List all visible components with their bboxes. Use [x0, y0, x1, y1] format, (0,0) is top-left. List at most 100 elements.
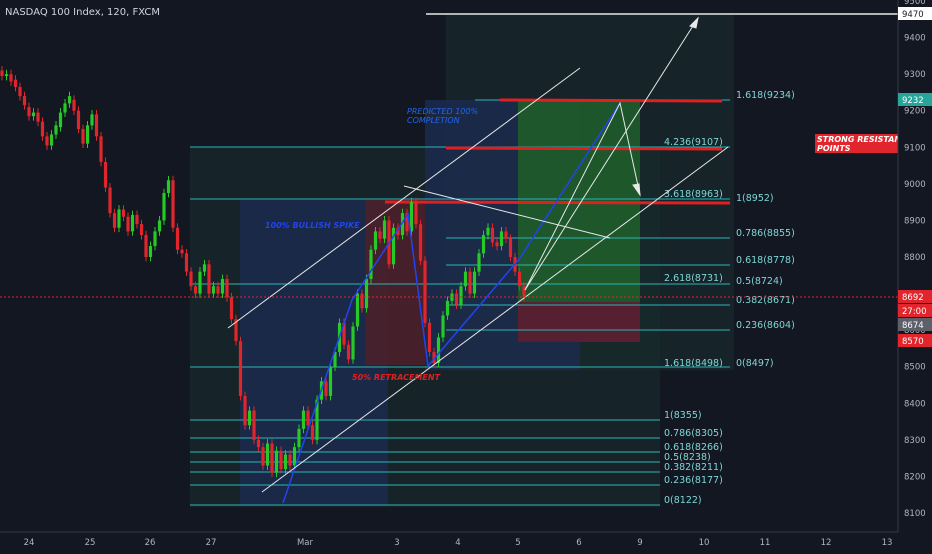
candle-body [45, 136, 49, 146]
candle-body [409, 202, 414, 232]
blue-zone-left [240, 200, 388, 505]
candle-body [351, 326, 355, 360]
candle-body [67, 96, 72, 104]
candle-body [9, 74, 13, 82]
candle-body [121, 209, 126, 217]
candle-body [148, 246, 153, 258]
candle-body [463, 271, 468, 287]
time-tick-label: 24 [24, 538, 35, 548]
candle-body [414, 202, 418, 225]
candle-body [301, 410, 306, 429]
fib-label: 0.786(8305) [664, 428, 723, 439]
price-tick-label: 8500 [904, 363, 926, 373]
candle-body [315, 399, 319, 440]
time-tick-label: 5 [515, 538, 520, 548]
candle-body [175, 227, 180, 250]
fib-label: 1.618(9234) [736, 90, 795, 101]
candle-body [126, 216, 130, 232]
price-badge [898, 318, 932, 331]
candle-body [54, 125, 58, 135]
candle-body [180, 249, 184, 254]
candle-body [283, 454, 288, 470]
candle-body [211, 286, 216, 294]
candle-body [103, 161, 108, 188]
projection-path [524, 101, 641, 291]
candle-body [157, 220, 162, 232]
wedge-upper-line [403, 185, 611, 239]
candlesticks [0, 66, 526, 478]
time-tick-label: Mar [297, 538, 314, 548]
price-axis[interactable]: 8100820083008400850086008700880089009000… [897, 0, 932, 550]
candle-body [355, 293, 360, 327]
candle-body [193, 286, 198, 294]
candle-body [504, 231, 508, 239]
fib-label: 1(8355) [664, 410, 702, 421]
candle-body [360, 293, 364, 309]
candle-body [477, 253, 481, 272]
candle-body [22, 96, 27, 106]
candle-body [481, 235, 486, 254]
candle-body [342, 322, 346, 345]
candle-body [247, 410, 252, 426]
blue-zigzag-line [282, 102, 621, 504]
candle-body [139, 224, 144, 236]
price-tick-label: 9500 [904, 0, 926, 7]
price-badge [898, 7, 932, 20]
price-badge [898, 93, 932, 106]
resistance-label-1: STRONG RESISTANCE [817, 135, 913, 144]
candle-body [229, 297, 234, 320]
resistance-line-9234 [499, 98, 723, 103]
candle-body [459, 286, 463, 305]
price-tick-label: 9300 [904, 70, 926, 80]
candle-body [522, 286, 526, 297]
price-tick-label: 8600 [904, 326, 926, 336]
fib-label: 0.382(8671) [736, 295, 795, 306]
candle-body [144, 235, 148, 258]
price-badge [898, 290, 932, 303]
candle-body [441, 315, 445, 338]
fib-label: 0.618(8266) [664, 442, 723, 453]
price-badge-label: 9470 [902, 10, 924, 20]
candle-body [508, 238, 513, 258]
arrowhead-icon [632, 183, 641, 197]
resistance-line-8952 [384, 200, 731, 205]
resistance-line-9107 [445, 146, 723, 151]
candle-body [405, 213, 409, 232]
fib-label: 3.618(8963) [664, 189, 723, 200]
price-tick-label: 8800 [904, 253, 926, 263]
price-tick-label: 8400 [904, 399, 926, 409]
time-tick-label: 25 [85, 538, 96, 548]
candle-body [243, 395, 247, 426]
fib-label: 1(8952) [736, 193, 774, 204]
candle-body [85, 125, 90, 144]
candle-body [238, 341, 243, 396]
candle-body [400, 213, 405, 236]
candle-body [369, 249, 373, 279]
candle-body [279, 450, 283, 470]
candle-body [130, 214, 135, 232]
red-zone-right [518, 302, 640, 342]
candle-body [310, 425, 315, 440]
candle-body [234, 319, 238, 342]
time-axis[interactable]: 24 25 26 27 Mar 3 4 5 6 9 10 11 12 13 [0, 531, 898, 548]
time-tick-label: 26 [145, 538, 156, 548]
candle-body [333, 352, 337, 367]
candle-body [207, 264, 211, 294]
candle-body [472, 271, 477, 294]
candle-body [4, 74, 9, 76]
candle-body [252, 410, 256, 440]
candle-body [432, 352, 436, 364]
fib-lines-lower [190, 419, 660, 506]
candle-body [423, 260, 427, 323]
candle-body [292, 447, 297, 466]
fib-label: 0.236(8177) [664, 475, 723, 486]
candle-body [364, 278, 369, 309]
candle-body [468, 271, 472, 294]
candle-body [499, 231, 504, 247]
candle-body [112, 213, 117, 228]
fib-label: 0.786(8855) [736, 228, 795, 239]
price-badge [898, 304, 932, 317]
candle-body [382, 220, 387, 239]
